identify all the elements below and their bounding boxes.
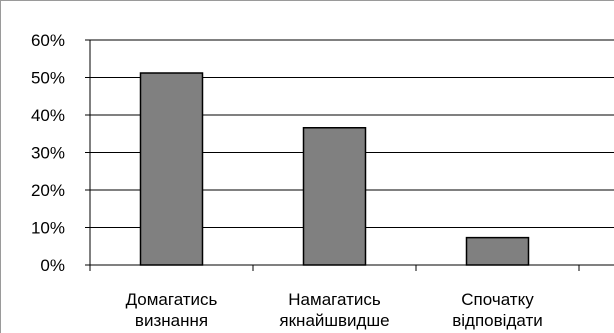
category-label: визнання xyxy=(135,311,208,330)
y-tick-label: 60% xyxy=(31,31,65,50)
bars xyxy=(139,72,530,266)
y-tick-label: 50% xyxy=(31,69,65,88)
y-tick-label: 40% xyxy=(31,106,65,125)
category-label: Домагатись xyxy=(126,290,218,309)
y-tick-label: 0% xyxy=(40,256,65,275)
y-tick-labels: 0% 10% 20% 30% 40% 50% 60% xyxy=(31,31,65,275)
category-label: якнайшвидше xyxy=(279,311,389,330)
category-labels: Домагатись визнання Намагатись якнайшвидше С… xyxy=(126,290,543,330)
category-label: Намагатись xyxy=(288,290,381,309)
bar xyxy=(465,236,530,266)
bar xyxy=(302,127,367,266)
y-tick-label: 20% xyxy=(31,181,65,200)
bar xyxy=(139,72,204,266)
category-label: Спочатку xyxy=(461,290,534,309)
y-tick-label: 10% xyxy=(31,219,65,238)
y-tick-label: 30% xyxy=(31,144,65,163)
category-label: відповідати xyxy=(452,311,542,330)
